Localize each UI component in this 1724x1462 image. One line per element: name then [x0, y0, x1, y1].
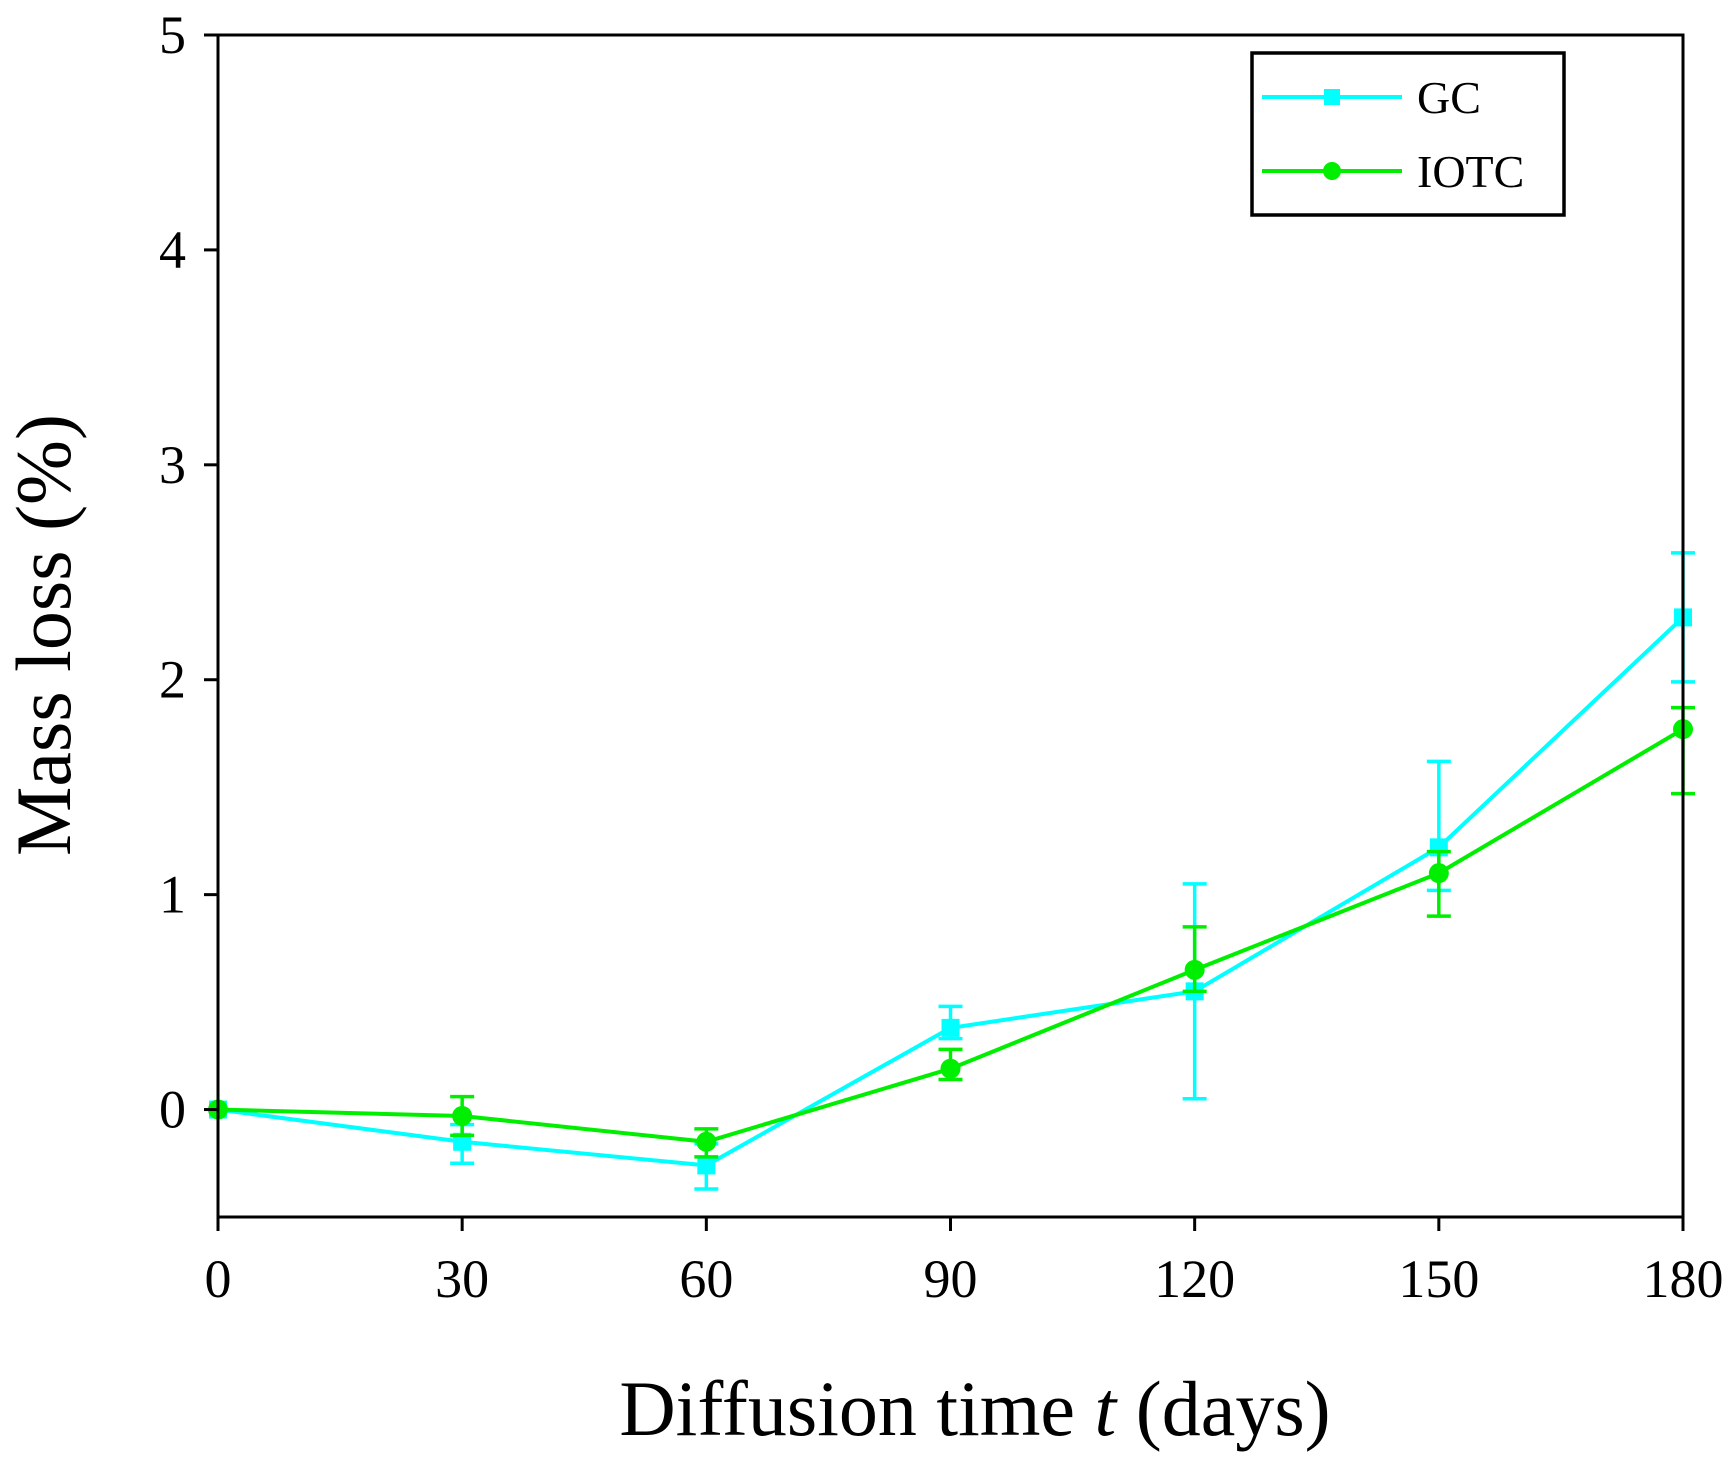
x-tick-label-120: 120	[1154, 1249, 1235, 1309]
y-tick-label-3: 3	[159, 435, 186, 495]
y-tick-label-0: 0	[159, 1080, 186, 1140]
error-bar-iotc-120	[1182, 925, 1207, 994]
legend: GC IOTC	[1250, 51, 1566, 217]
legend-marker-gc	[1324, 89, 1340, 105]
series-gc	[209, 551, 1695, 1191]
point-iotc-150	[1428, 863, 1449, 884]
point-iotc-120	[1184, 959, 1205, 980]
series-iotc	[208, 705, 1695, 1159]
legend-entry-iotc: IOTC	[1262, 146, 1524, 197]
y-tick-label-2: 2	[159, 650, 186, 710]
point-gc-30	[453, 1132, 472, 1151]
point-gc-60	[697, 1156, 716, 1175]
legend-label-iotc: IOTC	[1417, 146, 1524, 197]
legend-label-gc: GC	[1417, 72, 1481, 123]
y-axis-label: Mass loss (%)	[0, 414, 87, 856]
x-axis-label-text: Diffusion time	[619, 1365, 1075, 1452]
x-tick-label-0: 0	[205, 1249, 232, 1309]
y-tick-label-5: 5	[159, 5, 186, 65]
x-tick-label-30: 30	[435, 1249, 489, 1309]
legend-entry-gc: GC	[1262, 72, 1481, 123]
y-tick-label-1: 1	[159, 865, 186, 925]
x-tick-label-150: 150	[1398, 1249, 1479, 1309]
error-bar-iotc-150	[1426, 849, 1451, 918]
point-iotc-60	[696, 1131, 717, 1152]
point-iotc-90	[940, 1058, 961, 1079]
axes: 0 30 60 90 120 150 180 0 1 2 3 4 5	[159, 5, 1724, 1309]
x-axis-label: Diffusion time t (days)	[619, 1365, 1330, 1452]
x-tick-label-180: 180	[1643, 1249, 1724, 1309]
y-tick-label-4: 4	[159, 220, 186, 280]
point-gc-90	[941, 1018, 960, 1037]
plot-marks	[208, 551, 1695, 1191]
legend-marker-iotc	[1323, 162, 1341, 180]
point-iotc-30	[452, 1105, 473, 1126]
series-line-gc	[217, 615, 1685, 1168]
x-axis-label-variable: t	[1095, 1365, 1119, 1452]
x-tick-label-60: 60	[679, 1249, 733, 1309]
x-tick-label-90: 90	[924, 1249, 978, 1309]
legend-box	[1250, 51, 1566, 217]
x-axis-label-unit: (days)	[1136, 1365, 1331, 1452]
